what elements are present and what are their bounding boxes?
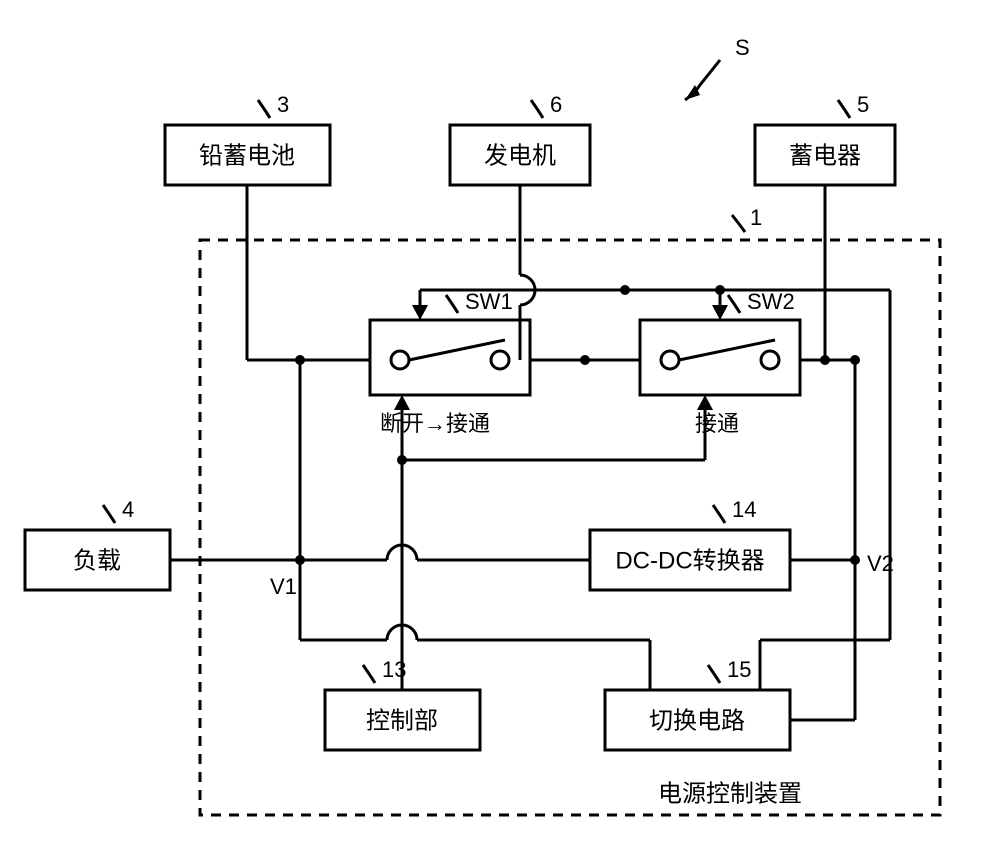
block-switch-circuit: 切换电路 15: [605, 657, 790, 750]
dcdc-ref: 14: [732, 497, 756, 522]
lead-battery-label: 铅蓄电池: [199, 142, 295, 169]
accumulator-label: 蓄电器: [789, 142, 861, 169]
load-label: 负载: [73, 547, 121, 574]
node-v1-label: V1: [270, 574, 297, 599]
generator-label: 发电机: [484, 142, 556, 169]
load-ref: 4: [122, 497, 134, 522]
container-ref: 1: [750, 205, 762, 230]
sw1-ref: SW1: [465, 289, 513, 314]
sw2-ref: SW2: [747, 289, 795, 314]
block-accumulator: 蓄电器 5: [755, 92, 895, 185]
generator-ref: 6: [550, 92, 562, 117]
switch-circuit-label: 切换电路: [649, 707, 745, 734]
switch-sw1: SW1: [370, 289, 530, 395]
system-ref-label: S: [735, 35, 750, 60]
dcdc-label: DC-DC转换器: [615, 547, 764, 574]
sw2-state: 接通: [695, 411, 739, 436]
container-label: 电源控制装置: [658, 780, 802, 807]
block-dcdc: DC-DC转换器 14: [590, 497, 790, 590]
sw1-state: 断开→接通: [380, 411, 490, 436]
switch-circuit-ref: 15: [727, 657, 751, 682]
block-lead-battery: 铅蓄电池 3: [165, 92, 330, 185]
container-power-control: [200, 240, 940, 815]
controller-label: 控制部: [366, 707, 438, 734]
accumulator-ref: 5: [857, 92, 869, 117]
block-load: 负载 4: [25, 497, 170, 590]
block-generator: 发电机 6: [450, 92, 590, 185]
system-ref-s: S: [685, 35, 750, 100]
lead-battery-ref: 3: [277, 92, 289, 117]
power-system-diagram: S 电源控制装置 1 铅蓄电池 3 发电机 6 蓄电器 5 负载 4 DC-DC…: [0, 0, 1000, 865]
